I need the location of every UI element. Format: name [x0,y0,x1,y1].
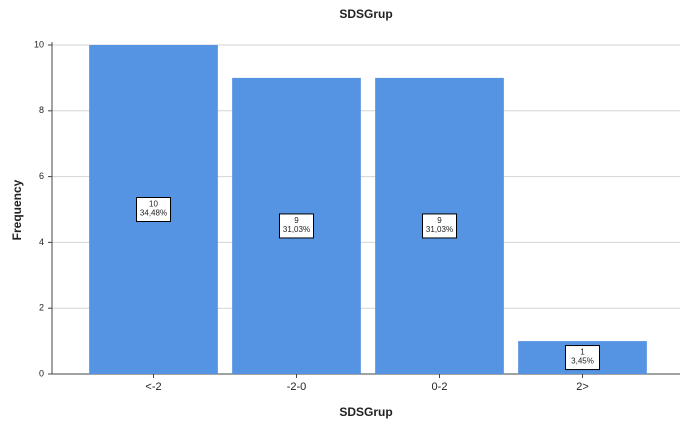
x-tick-label: 0-2 [432,381,448,393]
y-tick-label: 10 [34,39,44,49]
y-tick-label: 0 [39,368,44,378]
data-label-box [279,213,314,239]
y-tick-label: 2 [39,303,44,313]
data-label: 9 [294,216,299,225]
y-tick-label: 8 [39,105,44,115]
data-label-box [565,345,600,371]
data-label: 1 [580,348,585,357]
data-label: 10 [149,200,158,209]
percent-label: 3,45% [571,357,594,366]
percent-label: 34,48% [140,209,167,218]
chart-title: SDSGrup [339,7,392,21]
y-tick-label: 6 [39,171,44,181]
x-tick-label: -2-0 [287,381,307,393]
data-label-box [422,213,457,239]
x-axis-label: SDSGrup [339,405,392,419]
x-tick-label: <-2 [145,381,161,393]
percent-label: 31,03% [283,225,310,234]
x-tick-label: 2> [576,381,589,393]
data-label-box [136,197,171,222]
data-label: 9 [437,216,442,225]
percent-label: 31,03% [426,225,453,234]
y-tick-label: 4 [39,237,44,247]
y-axis-label: Frequency [10,179,24,240]
